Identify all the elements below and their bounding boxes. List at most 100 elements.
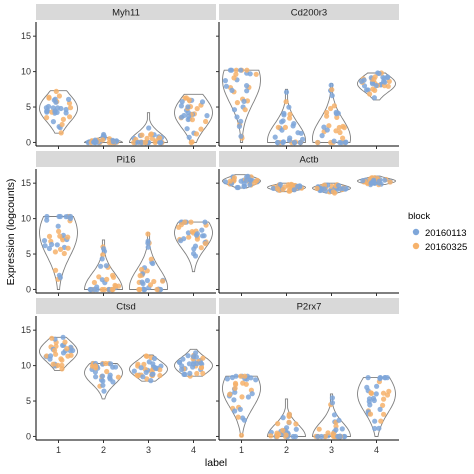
cell-point — [292, 433, 299, 440]
cell-point — [58, 130, 64, 136]
cell-point — [50, 361, 56, 367]
cell-point — [146, 125, 152, 131]
facet-title: Actb — [299, 155, 318, 166]
cell-point — [203, 118, 209, 125]
cell-point — [154, 286, 160, 293]
cell-point — [371, 95, 377, 101]
cell-point — [384, 375, 390, 381]
cell-point — [55, 223, 61, 229]
cell-point — [54, 242, 60, 248]
cell-point — [239, 394, 245, 400]
cell-point — [232, 380, 239, 386]
cell-point — [340, 135, 346, 141]
cell-point — [329, 87, 335, 93]
y-tick-label: 5 — [26, 102, 31, 112]
cell-point — [241, 183, 247, 190]
cell-point — [245, 394, 251, 400]
cell-point — [291, 187, 297, 193]
cell-point — [193, 131, 200, 137]
x-tick-label: 3 — [329, 445, 334, 455]
cell-point — [148, 131, 154, 137]
cell-point — [103, 360, 109, 367]
cell-point — [179, 367, 185, 373]
cell-point — [68, 352, 74, 358]
cell-point — [281, 112, 287, 118]
cell-point — [372, 425, 378, 432]
cell-point — [101, 286, 107, 293]
cell-point — [333, 427, 339, 433]
cell-point — [186, 134, 192, 140]
cell-point — [198, 360, 204, 366]
cell-point — [157, 372, 163, 379]
cell-point — [198, 245, 204, 251]
cell-point — [330, 189, 336, 195]
cell-point — [227, 178, 233, 184]
cell-point — [232, 385, 238, 391]
cell-point — [145, 240, 151, 246]
cell-point — [376, 425, 382, 431]
cell-point — [376, 70, 382, 77]
cell-point — [44, 213, 50, 220]
cell-point — [247, 182, 253, 188]
cell-point — [295, 130, 301, 136]
x-tick-label: 2 — [284, 445, 289, 455]
cell-point — [229, 374, 235, 381]
cell-point — [287, 115, 293, 121]
cell-point — [380, 390, 387, 396]
cell-point — [188, 139, 194, 146]
cell-point — [53, 267, 59, 273]
cell-point — [189, 117, 195, 123]
cell-point — [137, 273, 143, 279]
x-tick-label: 4 — [191, 445, 196, 455]
cell-point — [229, 87, 235, 93]
cell-point — [236, 123, 242, 129]
y-axis-title: Expression (logcounts) — [5, 179, 17, 286]
cell-point — [342, 433, 348, 440]
cell-point — [140, 374, 146, 380]
cell-point — [100, 382, 106, 388]
cell-point — [204, 113, 210, 119]
violin-2 — [84, 239, 123, 290]
cell-point — [377, 406, 383, 412]
cell-point — [337, 433, 343, 440]
cell-point — [368, 390, 375, 396]
cell-point — [185, 353, 191, 359]
cell-point — [292, 139, 298, 146]
cell-point — [376, 178, 382, 184]
cell-point — [387, 179, 393, 185]
cell-point — [139, 132, 145, 138]
cell-point — [384, 392, 391, 398]
cell-point — [202, 219, 208, 225]
cell-point — [67, 215, 74, 222]
cell-point — [194, 231, 200, 237]
facet-strip — [219, 4, 399, 20]
cell-point — [145, 244, 151, 250]
cell-point — [385, 74, 391, 81]
cell-point — [276, 431, 282, 437]
facet-strip — [219, 151, 399, 167]
cell-point — [328, 105, 334, 112]
cell-point — [150, 260, 156, 267]
cell-point — [56, 228, 62, 234]
cell-point — [321, 124, 327, 130]
cell-point — [149, 136, 155, 142]
legend-key-20160113 — [412, 228, 420, 236]
cell-point — [64, 346, 70, 352]
legend-label-20160325: 20160325 — [425, 242, 467, 253]
violin-4 — [357, 377, 396, 437]
cell-point — [275, 124, 281, 130]
cell-point — [238, 67, 244, 73]
cell-point — [386, 78, 392, 84]
cell-point — [99, 256, 105, 262]
cell-point — [339, 139, 345, 146]
cell-point — [283, 432, 289, 438]
cell-point — [237, 406, 243, 412]
cell-point — [283, 89, 290, 95]
cell-point — [181, 112, 187, 119]
violin-4 — [174, 348, 213, 377]
cell-point — [50, 119, 57, 125]
cell-point — [322, 433, 328, 440]
cell-point — [41, 238, 48, 244]
cell-point — [315, 433, 321, 440]
cell-point — [287, 111, 293, 117]
